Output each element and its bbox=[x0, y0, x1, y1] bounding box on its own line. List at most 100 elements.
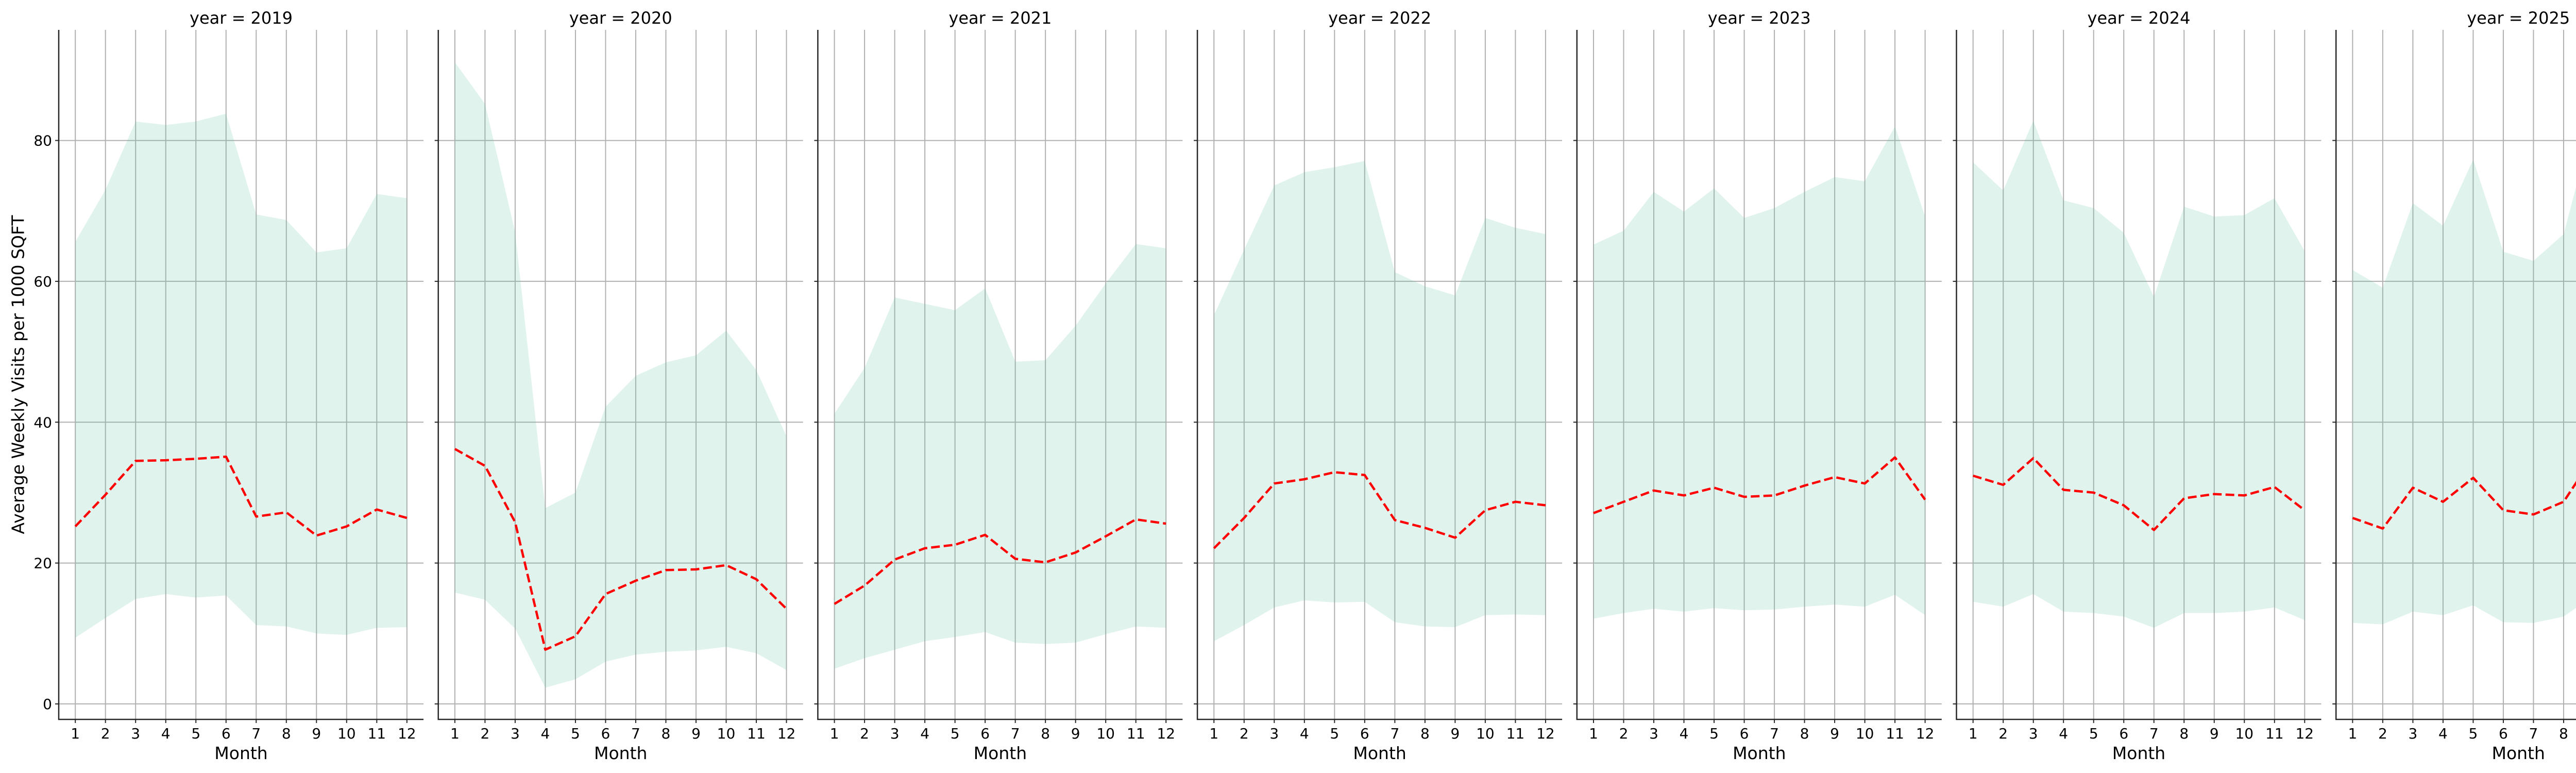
x-tick-label: 5 bbox=[951, 725, 960, 742]
x-tick-label: 3 bbox=[1269, 725, 1279, 742]
x-tick-label: 7 bbox=[1390, 725, 1399, 742]
x-tick-label: 2 bbox=[860, 725, 869, 742]
percentile-band bbox=[454, 62, 787, 688]
y-tick-label: 80 bbox=[33, 132, 52, 149]
x-tick-label: 1 bbox=[450, 725, 460, 742]
x-tick-label: 4 bbox=[161, 725, 171, 742]
x-tick-label: 11 bbox=[1886, 725, 1904, 742]
x-tick-label: 4 bbox=[2059, 725, 2068, 742]
x-tick-label: 8 bbox=[2179, 725, 2189, 742]
x-tick-label: 6 bbox=[1360, 725, 1369, 742]
panel-title: year = 2020 bbox=[569, 8, 672, 28]
x-tick-label: 6 bbox=[1740, 725, 1749, 742]
x-tick-label: 8 bbox=[282, 725, 291, 742]
x-axis-label: Month bbox=[594, 743, 647, 763]
median-line bbox=[74, 455, 408, 537]
x-tick-label: 4 bbox=[920, 725, 929, 742]
x-tick-label: 6 bbox=[222, 725, 231, 742]
x-tick-label: 3 bbox=[890, 725, 900, 742]
x-tick-label: 9 bbox=[1450, 725, 1460, 742]
x-tick-label: 7 bbox=[2529, 725, 2538, 742]
percentile-band bbox=[2352, 159, 2576, 625]
x-tick-label: 12 bbox=[398, 725, 416, 742]
x-tick-label: 11 bbox=[2265, 725, 2284, 742]
x-tick-label: 7 bbox=[2149, 725, 2159, 742]
x-tick-label: 3 bbox=[131, 725, 140, 742]
x-tick-label: 10 bbox=[337, 725, 356, 742]
x-tick-label: 8 bbox=[1420, 725, 1430, 742]
x-tick-label: 12 bbox=[777, 725, 796, 742]
panel-title: year = 2022 bbox=[1328, 8, 1431, 28]
percentile-band bbox=[1594, 126, 1925, 619]
x-tick-label: 9 bbox=[2210, 725, 2219, 742]
x-tick-label: 11 bbox=[747, 725, 766, 742]
x-tick-label: 1 bbox=[2348, 725, 2357, 742]
x-tick-label: 1 bbox=[1589, 725, 1598, 742]
x-tick-label: 5 bbox=[191, 725, 200, 742]
x-tick-label: 1 bbox=[71, 725, 80, 742]
x-axis-label: Month bbox=[1353, 743, 1406, 763]
x-tick-label: 1 bbox=[1969, 725, 1978, 742]
x-tick-label: 5 bbox=[1330, 725, 1339, 742]
x-axis-label: Month bbox=[2112, 743, 2165, 763]
x-tick-label: 6 bbox=[2499, 725, 2508, 742]
x-tick-label: 6 bbox=[601, 725, 611, 742]
x-tick-label: 9 bbox=[312, 725, 321, 742]
x-axis-label: Month bbox=[214, 743, 267, 763]
y-tick-label: 40 bbox=[33, 414, 52, 431]
x-tick-label: 10 bbox=[2235, 725, 2253, 742]
x-axis-label: Month bbox=[974, 743, 1027, 763]
x-tick-label: 12 bbox=[2295, 725, 2314, 742]
x-tick-label: 12 bbox=[1157, 725, 1175, 742]
x-tick-label: 1 bbox=[1209, 725, 1218, 742]
x-tick-label: 7 bbox=[251, 725, 261, 742]
percentile-band bbox=[1214, 161, 1546, 642]
x-tick-label: 8 bbox=[662, 725, 671, 742]
x-axis-label: Month bbox=[2492, 743, 2545, 763]
x-tick-label: 2 bbox=[480, 725, 489, 742]
x-tick-label: 10 bbox=[1476, 725, 1495, 742]
x-tick-label: 5 bbox=[2089, 725, 2098, 742]
x-tick-label: 3 bbox=[511, 725, 520, 742]
x-tick-label: 4 bbox=[1300, 725, 1309, 742]
x-tick-label: 8 bbox=[1041, 725, 1050, 742]
panel-title: year = 2024 bbox=[2088, 8, 2191, 28]
x-tick-label: 10 bbox=[1096, 725, 1115, 742]
y-tick-label: 60 bbox=[33, 273, 52, 290]
y-tick-label: 0 bbox=[43, 696, 52, 713]
x-tick-label: 11 bbox=[1506, 725, 1525, 742]
x-tick-label: 8 bbox=[1800, 725, 1809, 742]
x-tick-label: 7 bbox=[1011, 725, 1020, 742]
panel-title: year = 2019 bbox=[190, 8, 293, 28]
percentile-band bbox=[1973, 121, 2305, 628]
median-line bbox=[1213, 471, 1546, 549]
x-axis-label: Month bbox=[1733, 743, 1786, 763]
x-tick-label: 2 bbox=[1619, 725, 1629, 742]
panel-title: year = 2023 bbox=[1708, 8, 1811, 28]
x-tick-label: 7 bbox=[631, 725, 640, 742]
percentile-band bbox=[75, 113, 407, 638]
y-tick-label: 20 bbox=[33, 555, 52, 572]
x-tick-label: 2 bbox=[2378, 725, 2387, 742]
x-tick-label: 10 bbox=[1856, 725, 1874, 742]
panel-title: year = 2025 bbox=[2467, 8, 2570, 28]
x-tick-label: 1 bbox=[830, 725, 839, 742]
x-tick-label: 8 bbox=[2559, 725, 2568, 742]
x-tick-label: 3 bbox=[2408, 725, 2417, 742]
x-tick-label: 7 bbox=[1770, 725, 1779, 742]
x-tick-label: 11 bbox=[1127, 725, 1145, 742]
x-tick-label: 10 bbox=[717, 725, 736, 742]
x-tick-label: 9 bbox=[1830, 725, 1839, 742]
x-tick-label: 9 bbox=[691, 725, 701, 742]
x-tick-label: 9 bbox=[1071, 725, 1080, 742]
x-tick-label: 2 bbox=[1998, 725, 2008, 742]
x-tick-label: 6 bbox=[980, 725, 990, 742]
percentile-band bbox=[834, 244, 1166, 669]
